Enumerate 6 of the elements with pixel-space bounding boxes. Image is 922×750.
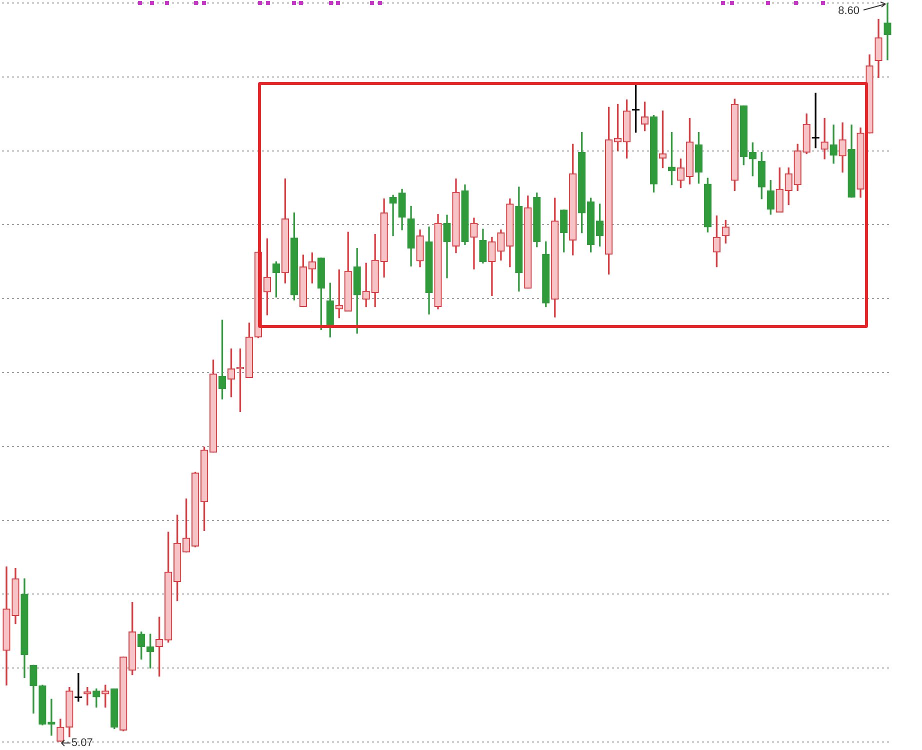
candlestick [884, 3, 892, 60]
annotation: 5.07 [71, 737, 93, 750]
annotation: 8.60 [838, 5, 860, 18]
candlestick [389, 194, 397, 236]
candlestick [48, 698, 56, 736]
candlestick [820, 118, 828, 160]
